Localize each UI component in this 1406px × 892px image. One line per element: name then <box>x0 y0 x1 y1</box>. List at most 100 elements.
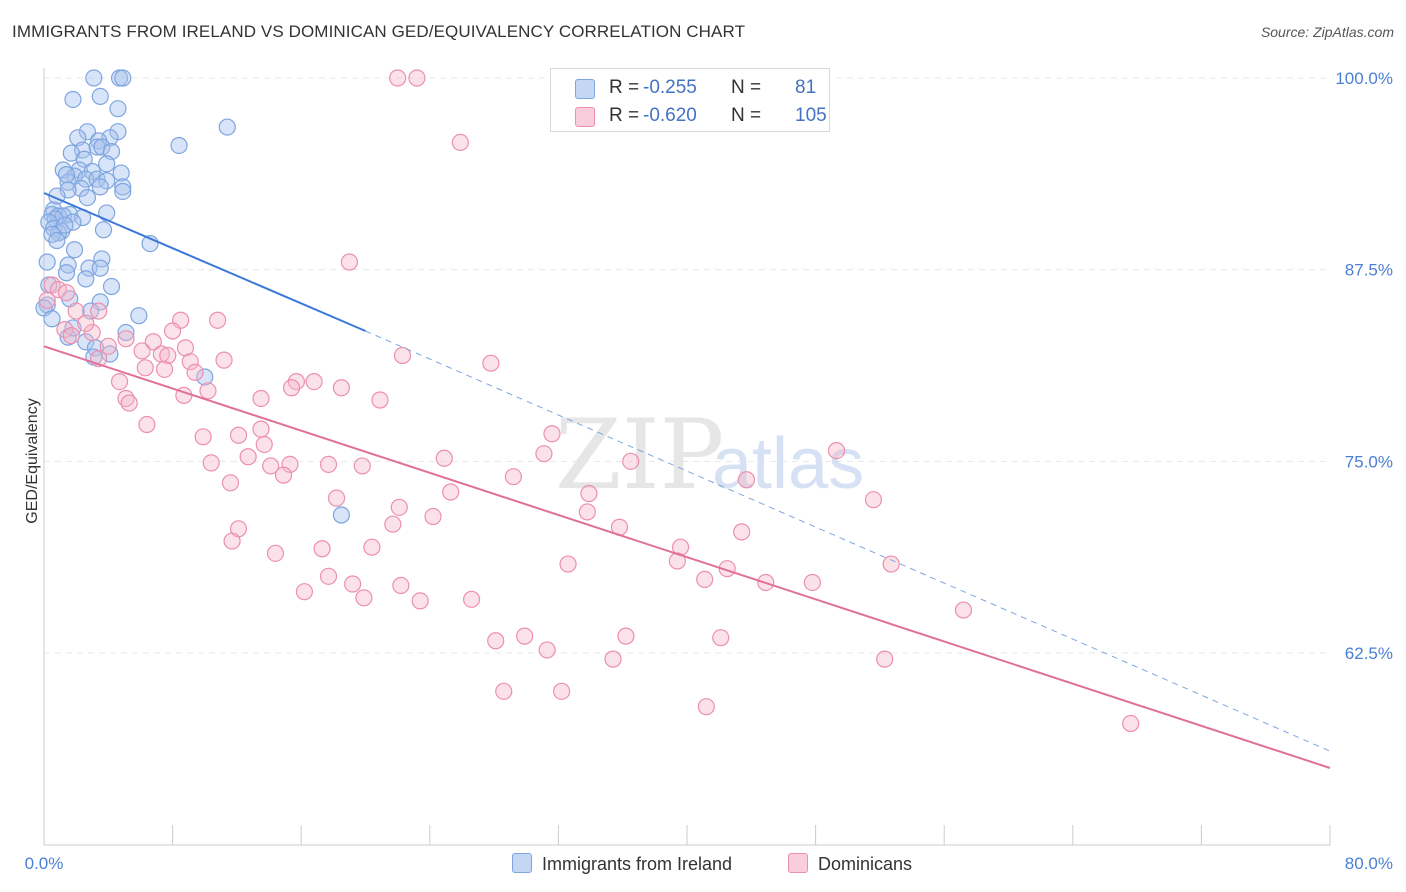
data-point-ireland <box>98 172 116 190</box>
watermark-zip: ZIP <box>555 399 724 511</box>
data-point-dominicans <box>144 333 162 351</box>
data-point-ireland <box>114 69 132 87</box>
data-point-dominicans <box>319 455 338 473</box>
data-point-dominicans <box>827 442 846 460</box>
data-point-dominicans <box>136 359 154 377</box>
data-point-dominicans <box>83 323 101 342</box>
dominicans-legend-swatch <box>788 853 808 873</box>
data-point-ireland <box>38 253 56 271</box>
data-point-ireland <box>65 241 84 259</box>
data-point-ireland <box>196 368 214 386</box>
data-point-dominicans <box>408 69 426 87</box>
data-point-dominicans <box>221 474 240 492</box>
series-dominicans-points <box>38 69 1140 733</box>
legend-item-ireland[interactable]: Immigrants from Ireland <box>512 853 732 875</box>
data-point-ireland <box>332 506 350 524</box>
data-point-dominicans <box>355 589 373 607</box>
data-point-dominicans <box>487 632 505 650</box>
data-point-dominicans <box>504 468 522 486</box>
data-point-ireland <box>77 333 95 351</box>
data-point-dominicans <box>733 523 751 541</box>
data-point-dominicans <box>442 483 460 501</box>
data-point-ireland <box>170 136 188 155</box>
legend-item-dominicans[interactable]: Dominicans <box>788 853 912 875</box>
data-point-dominicans <box>332 379 350 397</box>
data-point-dominicans <box>535 445 553 463</box>
data-point-ireland <box>78 123 97 141</box>
data-point-dominicans <box>274 466 293 484</box>
trend-line-ireland <box>43 192 366 332</box>
data-point-dominicans <box>295 583 314 601</box>
data-point-dominicans <box>255 435 273 454</box>
data-point-ireland <box>43 310 61 328</box>
trend-line-dominicans <box>43 345 1331 769</box>
data-point-dominicans <box>462 590 481 608</box>
data-point-dominicans <box>495 682 513 700</box>
data-point-ireland <box>91 259 109 277</box>
ireland-swatch <box>575 79 595 99</box>
data-point-dominicans <box>223 532 241 550</box>
data-point-ireland <box>57 264 76 282</box>
dominicans-swatch <box>575 107 595 127</box>
r-label: R = <box>609 105 640 126</box>
data-point-dominicans <box>1122 714 1140 733</box>
data-point-dominicans <box>340 253 359 271</box>
data-point-ireland <box>98 155 116 173</box>
data-point-dominicans <box>737 471 756 489</box>
data-point-ireland <box>114 182 132 201</box>
data-point-dominicans <box>99 337 117 355</box>
data-point-ireland <box>93 138 111 156</box>
data-point-dominicans <box>159 346 177 365</box>
data-point-dominicans <box>371 391 389 409</box>
data-point-dominicans <box>67 302 85 320</box>
data-point-dominicans <box>155 360 174 378</box>
data-point-dominicans <box>712 629 730 647</box>
data-point-dominicans <box>38 291 56 309</box>
stats-legend: R = -0.255 N = 81 R = -0.620 N = 105 <box>550 68 830 132</box>
data-point-dominicans <box>56 320 74 339</box>
r-value: -0.255 <box>643 77 697 98</box>
data-point-ireland <box>57 166 76 184</box>
data-point-dominicans <box>864 491 883 509</box>
data-point-dominicans <box>62 327 80 345</box>
data-point-dominicans <box>803 573 821 592</box>
data-point-dominicans <box>252 389 270 408</box>
data-point-dominicans <box>120 394 138 412</box>
data-point-dominicans <box>696 570 714 589</box>
data-point-dominicans <box>697 698 715 716</box>
r-value: -0.620 <box>643 105 697 126</box>
data-point-ireland <box>85 69 103 87</box>
data-point-dominicans <box>199 382 217 400</box>
data-point-ireland <box>94 221 113 239</box>
grid-lines <box>44 77 1330 654</box>
data-point-dominicans <box>282 379 301 397</box>
y-tick-label: 75.0% <box>1345 452 1393 471</box>
data-point-ireland <box>48 231 66 250</box>
data-point-dominicans <box>389 69 407 87</box>
data-point-dominicans <box>202 454 220 472</box>
data-point-dominicans <box>363 538 381 556</box>
data-point-dominicans <box>353 457 371 475</box>
data-point-dominicans <box>384 515 402 533</box>
data-point-ireland <box>75 150 93 168</box>
data-point-dominicans <box>110 373 129 391</box>
dominicans-legend-label: Dominicans <box>818 854 913 874</box>
data-point-dominicans <box>392 576 410 595</box>
data-point-dominicans <box>882 555 900 573</box>
chart-title: IMMIGRANTS FROM IRELAND VS DOMINICAN GED… <box>12 22 746 41</box>
data-point-ireland <box>91 178 109 196</box>
data-point-dominicans <box>164 322 182 340</box>
data-point-dominicans <box>393 346 412 365</box>
data-point-dominicans <box>622 452 640 470</box>
data-point-ireland <box>218 118 236 136</box>
data-point-dominicans <box>266 544 285 562</box>
data-point-dominicans <box>117 389 135 408</box>
ireland-legend-swatch <box>512 853 532 873</box>
data-point-ireland <box>78 189 97 207</box>
data-point-dominicans <box>138 415 156 434</box>
n-value: 81 <box>795 77 817 98</box>
data-point-dominicans <box>209 311 227 329</box>
ireland-legend-label: Immigrants from Ireland <box>542 854 733 874</box>
data-point-dominicans <box>578 503 596 521</box>
data-point-dominicans <box>133 342 151 360</box>
